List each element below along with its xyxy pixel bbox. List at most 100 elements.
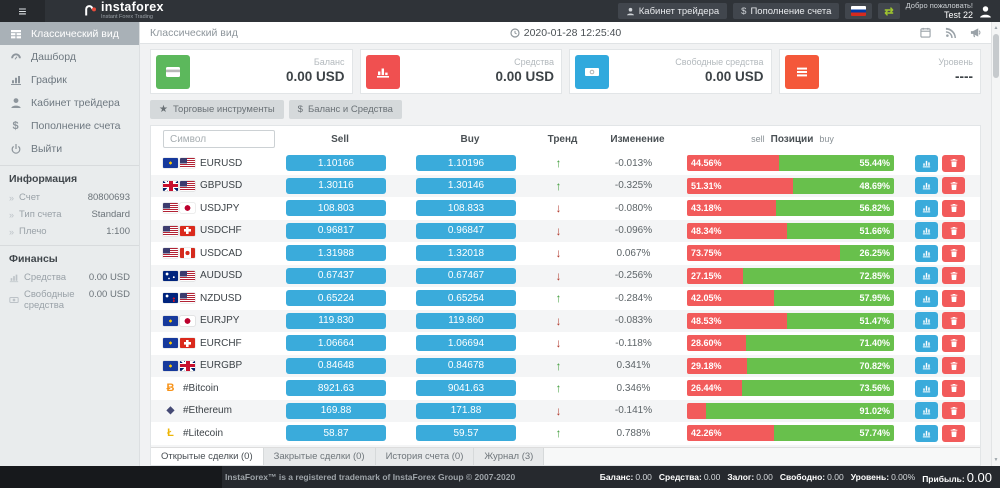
sidebar-item[interactable]: Дашборд — [0, 45, 139, 68]
scroll-down-icon[interactable]: ▼ — [993, 457, 999, 463]
open-chart-button[interactable] — [915, 424, 938, 442]
sell-price-button[interactable]: 0.84648 — [286, 357, 386, 374]
menu-toggle-button[interactable]: ≡ — [0, 0, 45, 22]
sell-price-button[interactable]: 8921.63 — [286, 380, 386, 397]
language-flag-button[interactable] — [845, 3, 873, 19]
sell-price-button[interactable]: 108.803 — [286, 200, 386, 217]
sell-price-button[interactable]: 169.88 — [286, 402, 386, 419]
remove-symbol-button[interactable] — [942, 289, 965, 307]
swap-accounts-button[interactable]: ⇄ — [878, 3, 900, 19]
buy-price-button[interactable]: 1.06694 — [416, 335, 516, 352]
summary-card: Уровень ---- — [778, 49, 981, 94]
positions-bar: 91.02% — [687, 402, 894, 419]
sell-price-button[interactable]: 1.06664 — [286, 335, 386, 352]
trader-cabinet-button[interactable]: Кабинет трейдера — [617, 3, 728, 19]
sell-price-button[interactable]: 1.31988 — [286, 245, 386, 262]
sell-price-button[interactable]: 0.96817 — [286, 222, 386, 239]
sidebar-item[interactable]: Выйти — [0, 137, 139, 160]
remove-symbol-button[interactable] — [942, 199, 965, 217]
scroll-up-icon[interactable]: ▲ — [993, 25, 999, 31]
remove-symbol-button[interactable] — [942, 244, 965, 262]
sidebar-item[interactable]: $ Пополнение счета — [0, 114, 139, 137]
buy-price-button[interactable]: 1.30146 — [416, 177, 516, 194]
vertical-scrollbar[interactable]: ▲ ▼ — [991, 22, 1000, 466]
open-chart-button[interactable] — [915, 357, 938, 375]
remove-symbol-button[interactable] — [942, 154, 965, 172]
card-label: Средства — [514, 57, 554, 68]
rss-icon[interactable] — [945, 27, 956, 38]
sell-price-button[interactable]: 1.30116 — [286, 177, 386, 194]
open-chart-button[interactable] — [915, 334, 938, 352]
remove-symbol-button[interactable] — [942, 312, 965, 330]
positions-bar: 27.15% 72.85% — [687, 267, 894, 284]
sell-price-button[interactable]: 1.10166 — [286, 155, 386, 172]
trading-instruments-button[interactable]: ★ Торговые инструменты — [150, 100, 284, 119]
open-chart-button[interactable] — [915, 379, 938, 397]
table-row: AUDUSD 0.67437 0.67467 ↓ -0.256% 27.15% 72.85% — [151, 264, 980, 287]
buy-price-button[interactable]: 0.84678 — [416, 357, 516, 374]
open-chart-button[interactable] — [915, 244, 938, 262]
open-chart-button[interactable] — [915, 177, 938, 195]
remove-symbol-button[interactable] — [942, 379, 965, 397]
sidebar-item[interactable]: Кабинет трейдера — [0, 91, 139, 114]
calendar-icon[interactable] — [920, 27, 931, 38]
bottom-tab[interactable]: Открытые сделки (0) — [151, 448, 264, 465]
bottom-tab[interactable]: Закрытые сделки (0) — [263, 448, 376, 465]
flag-us-icon — [163, 203, 178, 214]
table-row: USDCHF 0.96817 0.96847 ↓ -0.096% 48.34% 51.66% — [151, 219, 980, 242]
card-value: 0.00 USD — [495, 68, 554, 84]
sell-price-button[interactable]: 58.87 — [286, 425, 386, 442]
open-chart-button[interactable] — [915, 289, 938, 307]
buy-price-button[interactable]: 0.65254 — [416, 290, 516, 307]
remove-symbol-button[interactable] — [942, 177, 965, 195]
remove-symbol-button[interactable] — [942, 402, 965, 420]
trash-icon — [949, 248, 959, 258]
chevrons-icon: » — [9, 209, 15, 220]
bottom-tab[interactable]: История счета (0) — [375, 448, 475, 465]
trend-down-icon: ↓ — [555, 403, 562, 418]
flag-us-icon — [180, 180, 195, 191]
sell-price-button[interactable]: 0.65224 — [286, 290, 386, 307]
buy-price-button[interactable]: 1.32018 — [416, 245, 516, 262]
megaphone-icon[interactable] — [970, 27, 981, 38]
open-chart-button[interactable] — [915, 154, 938, 172]
trash-icon — [949, 226, 959, 236]
sidebar-item[interactable]: Классический вид — [0, 22, 139, 45]
sell-price-button[interactable]: 119.830 — [286, 312, 386, 329]
open-chart-button[interactable] — [915, 402, 938, 420]
change-value: -0.118% — [615, 337, 652, 349]
flag-us-icon — [163, 225, 178, 236]
symbol-filter-input[interactable] — [163, 130, 275, 148]
buy-price-button[interactable]: 171.88 — [416, 402, 516, 419]
balance-funds-button[interactable]: $ Баланс и Средства — [288, 100, 402, 119]
open-chart-button[interactable] — [915, 312, 938, 330]
open-chart-button[interactable] — [915, 222, 938, 240]
remove-symbol-button[interactable] — [942, 222, 965, 240]
flag-us-icon — [180, 158, 195, 169]
buy-price-button[interactable]: 0.67467 — [416, 267, 516, 284]
buy-price-button[interactable]: 59.57 — [416, 425, 516, 442]
sell-positions-segment: 42.26% — [687, 425, 775, 442]
bottom-tab[interactable]: Журнал (3) — [474, 448, 545, 465]
sidebar-item[interactable]: График — [0, 68, 139, 91]
remove-symbol-button[interactable] — [942, 357, 965, 375]
buy-price-button[interactable]: 1.10196 — [416, 155, 516, 172]
remove-symbol-button[interactable] — [942, 267, 965, 285]
remove-symbol-button[interactable] — [942, 334, 965, 352]
open-chart-button[interactable] — [915, 199, 938, 217]
remove-symbol-button[interactable] — [942, 424, 965, 442]
scrollbar-thumb[interactable] — [993, 34, 999, 78]
footer-stat: Баланс: 0.00 — [599, 472, 652, 482]
footer-stat: Уровень: 0.00% — [850, 472, 916, 482]
buy-price-button[interactable]: 108.833 — [416, 200, 516, 217]
deposit-button[interactable]: $ Пополнение счета — [733, 3, 840, 19]
symbol-name: EURJPY — [200, 315, 240, 327]
buy-price-button[interactable]: 119.860 — [416, 312, 516, 329]
sell-price-button[interactable]: 0.67437 — [286, 267, 386, 284]
litecoin-icon: Ł — [167, 427, 174, 440]
open-chart-button[interactable] — [915, 267, 938, 285]
power-icon — [9, 143, 22, 155]
buy-price-button[interactable]: 9041.63 — [416, 380, 516, 397]
avatar-icon[interactable] — [979, 5, 992, 18]
buy-price-button[interactable]: 0.96847 — [416, 222, 516, 239]
